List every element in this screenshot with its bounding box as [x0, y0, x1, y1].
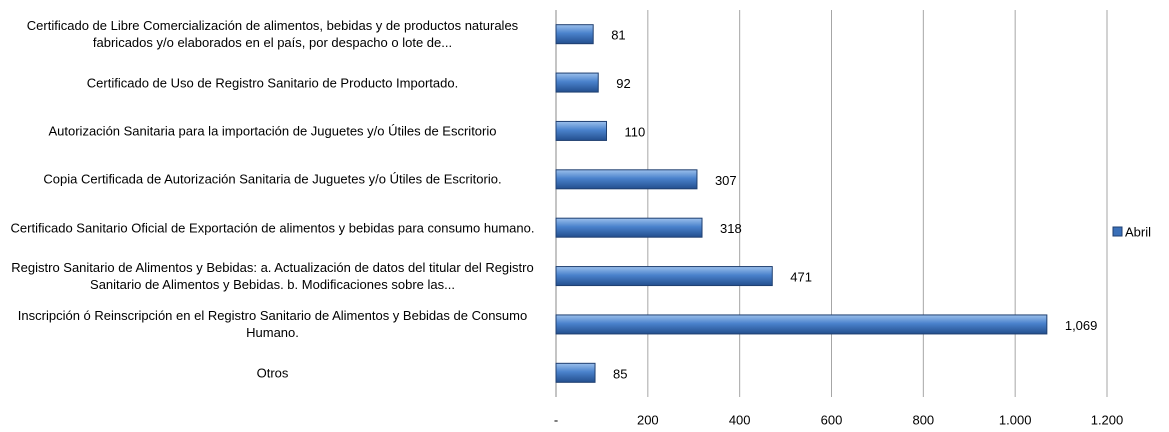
data-label: 81 [611, 28, 625, 43]
data-label: 318 [720, 221, 742, 236]
x-tick-label: 1.000 [999, 412, 1032, 427]
bar [555, 314, 1048, 335]
y-tick-label: Certificado de Uso de Registro Sanitario… [86, 75, 459, 91]
x-tick-label: 1.200 [1091, 412, 1124, 427]
bar [555, 362, 596, 383]
data-label: 471 [790, 270, 812, 285]
y-tick-label: Otros [256, 365, 289, 381]
x-tick-label: 800 [912, 412, 934, 427]
x-tick-label: 200 [637, 412, 659, 427]
x-tick-label: 600 [821, 412, 843, 427]
bar [555, 169, 698, 190]
legend-label: Abril [1125, 224, 1151, 239]
y-tick-label: Certificado Sanitario Oficial de Exporta… [10, 220, 535, 236]
x-tick-label: - [554, 412, 558, 427]
data-label: 1,069 [1065, 318, 1098, 333]
bar [555, 217, 703, 238]
x-tick-label: 400 [729, 412, 751, 427]
y-tick-label: Inscripción ó Reinscripción en el Regist… [17, 308, 528, 341]
legend-swatch [1112, 226, 1123, 237]
bar [555, 24, 594, 45]
bar [555, 266, 773, 287]
y-tick-label: Copia Certificada de Autorización Sanita… [43, 171, 502, 187]
bar [555, 72, 599, 93]
data-label: 92 [616, 76, 630, 91]
y-tick-label: Autorización Sanitaria para la importaci… [48, 123, 497, 139]
y-tick-label: Certificado de Libre Comercialización de… [26, 18, 519, 51]
bar [555, 120, 608, 141]
data-label: 110 [625, 124, 646, 139]
y-tick-label: Registro Sanitario de Alimentos y Bebida… [11, 260, 534, 293]
data-label: 307 [715, 173, 737, 188]
data-label: 85 [613, 366, 627, 381]
